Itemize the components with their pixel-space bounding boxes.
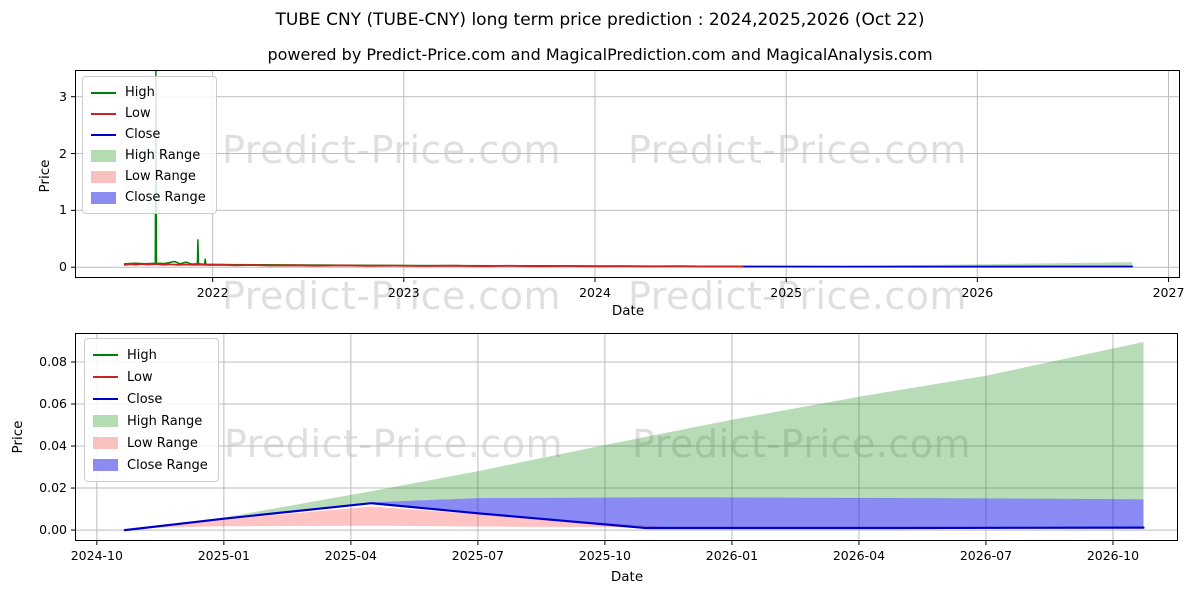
legend-item-high-range: High Range	[93, 410, 208, 432]
y-tick-label: 0	[59, 259, 67, 275]
watermark-text: Predict-Price.com	[224, 422, 564, 466]
legend-item-close-range: Close Range	[93, 454, 208, 476]
legend-label: High Range	[127, 413, 203, 429]
x-tick-label: 2024	[579, 285, 611, 300]
legend-label: Low	[127, 369, 153, 385]
watermark-text: Predict-Price.com	[222, 128, 562, 172]
legend-label: Close	[125, 127, 161, 142]
series-high-range-band	[124, 342, 1144, 531]
y-tick-label: 0.06	[39, 396, 67, 411]
plot-border	[75, 70, 1180, 278]
y-axis-label-history: Price	[37, 159, 53, 193]
low-line-swatch-icon	[93, 376, 118, 378]
watermark-text: Predict-Price.com	[628, 274, 968, 318]
x-tick-label: 2025	[770, 285, 803, 300]
legend-forecast: High Low Close High Range Low Range Close Ran…	[84, 338, 219, 482]
page-subtitle: powered by Predict-Price.com and Magical…	[267, 45, 933, 64]
watermark-text: Predict-Price.com	[222, 274, 562, 318]
legend-history: High Low Close High Range Low Range Close Ran…	[82, 76, 217, 214]
series-low-line	[123, 263, 745, 268]
high-line-swatch-icon	[91, 91, 116, 94]
legend-item-close: Close	[93, 388, 208, 410]
page-title: TUBE CNY (TUBE-CNY) long term price pred…	[275, 10, 925, 30]
legend-item-low-range: Low Range	[93, 432, 208, 454]
legend-item-high: High	[91, 82, 206, 103]
watermark-text: Predict-Price.com	[632, 422, 971, 466]
legend-label: Low	[125, 106, 151, 121]
x-tick-label: 2026-04	[832, 548, 886, 563]
legend-item-low: Low	[91, 103, 206, 124]
y-tick-label: 0.08	[39, 353, 67, 369]
x-axis-label-forecast: Date	[610, 569, 644, 585]
legend-label: Close Range	[125, 190, 206, 205]
series-high-range-band	[744, 262, 1133, 267]
y-tick-label: 0.02	[39, 480, 67, 496]
x-tick-label: 2026-01	[705, 548, 759, 563]
y-tick-label: 0.00	[39, 522, 67, 538]
legend-label: Low Range	[125, 169, 196, 184]
watermark-text: Predict-Price.com	[628, 128, 968, 172]
series-high-line	[123, 70, 745, 268]
legend-item-high-range: High Range	[91, 145, 206, 166]
legend-label: High Range	[125, 148, 201, 163]
x-tick-label: 2026	[961, 285, 994, 300]
legend-item-close: Close	[91, 124, 206, 145]
x-tick-label: 2026-10	[1086, 548, 1140, 563]
price-history-chart	[71, 70, 1180, 282]
series-low-range-band	[137, 506, 671, 528]
low-line-swatch-icon	[91, 112, 116, 115]
high-line-swatch-icon	[93, 354, 118, 356]
legend-label: Close Range	[127, 457, 208, 473]
y-tick-label: 0.04	[39, 438, 67, 454]
legend-label: Low Range	[127, 435, 198, 451]
low-range-patch-swatch-icon	[91, 170, 116, 183]
x-axis-label-history: Date	[611, 303, 645, 319]
x-tick-label: 2025-04	[324, 548, 377, 563]
y-tick-label: 3	[59, 88, 67, 104]
high-range-patch-swatch-icon	[91, 149, 116, 162]
x-tick-label: 2026-07	[959, 548, 1013, 563]
low-range-patch-swatch-icon	[93, 437, 118, 449]
x-tick-label: 2022	[196, 285, 229, 300]
legend-item-low-range: Low Range	[91, 166, 206, 187]
x-tick-label: 2024-10	[70, 548, 123, 563]
series-close-range-band	[371, 497, 1144, 528]
price-forecast-chart	[71, 333, 1178, 545]
x-tick-label: 2023	[387, 285, 420, 300]
legend-label: High	[127, 347, 157, 363]
close-line-swatch-icon	[93, 398, 118, 400]
x-tick-label: 2025-01	[197, 548, 250, 563]
y-tick-label: 1	[59, 202, 67, 218]
legend-label: High	[125, 85, 155, 100]
close-range-patch-swatch-icon	[91, 191, 116, 204]
x-tick-label: 2025-10	[578, 548, 632, 563]
high-range-patch-swatch-icon	[93, 415, 118, 427]
y-tick-label: 2	[59, 145, 67, 161]
legend-item-close-range: Close Range	[91, 187, 206, 208]
plot-border	[75, 333, 1178, 541]
close-line-swatch-icon	[91, 133, 116, 136]
legend-label: Close	[127, 391, 163, 407]
x-tick-label: 2027	[1152, 285, 1185, 300]
series-close-line	[123, 502, 1145, 532]
close-range-patch-swatch-icon	[93, 459, 118, 471]
legend-item-high: High	[93, 344, 208, 366]
legend-item-low: Low	[93, 366, 208, 388]
x-tick-label: 2025-07	[451, 548, 504, 563]
